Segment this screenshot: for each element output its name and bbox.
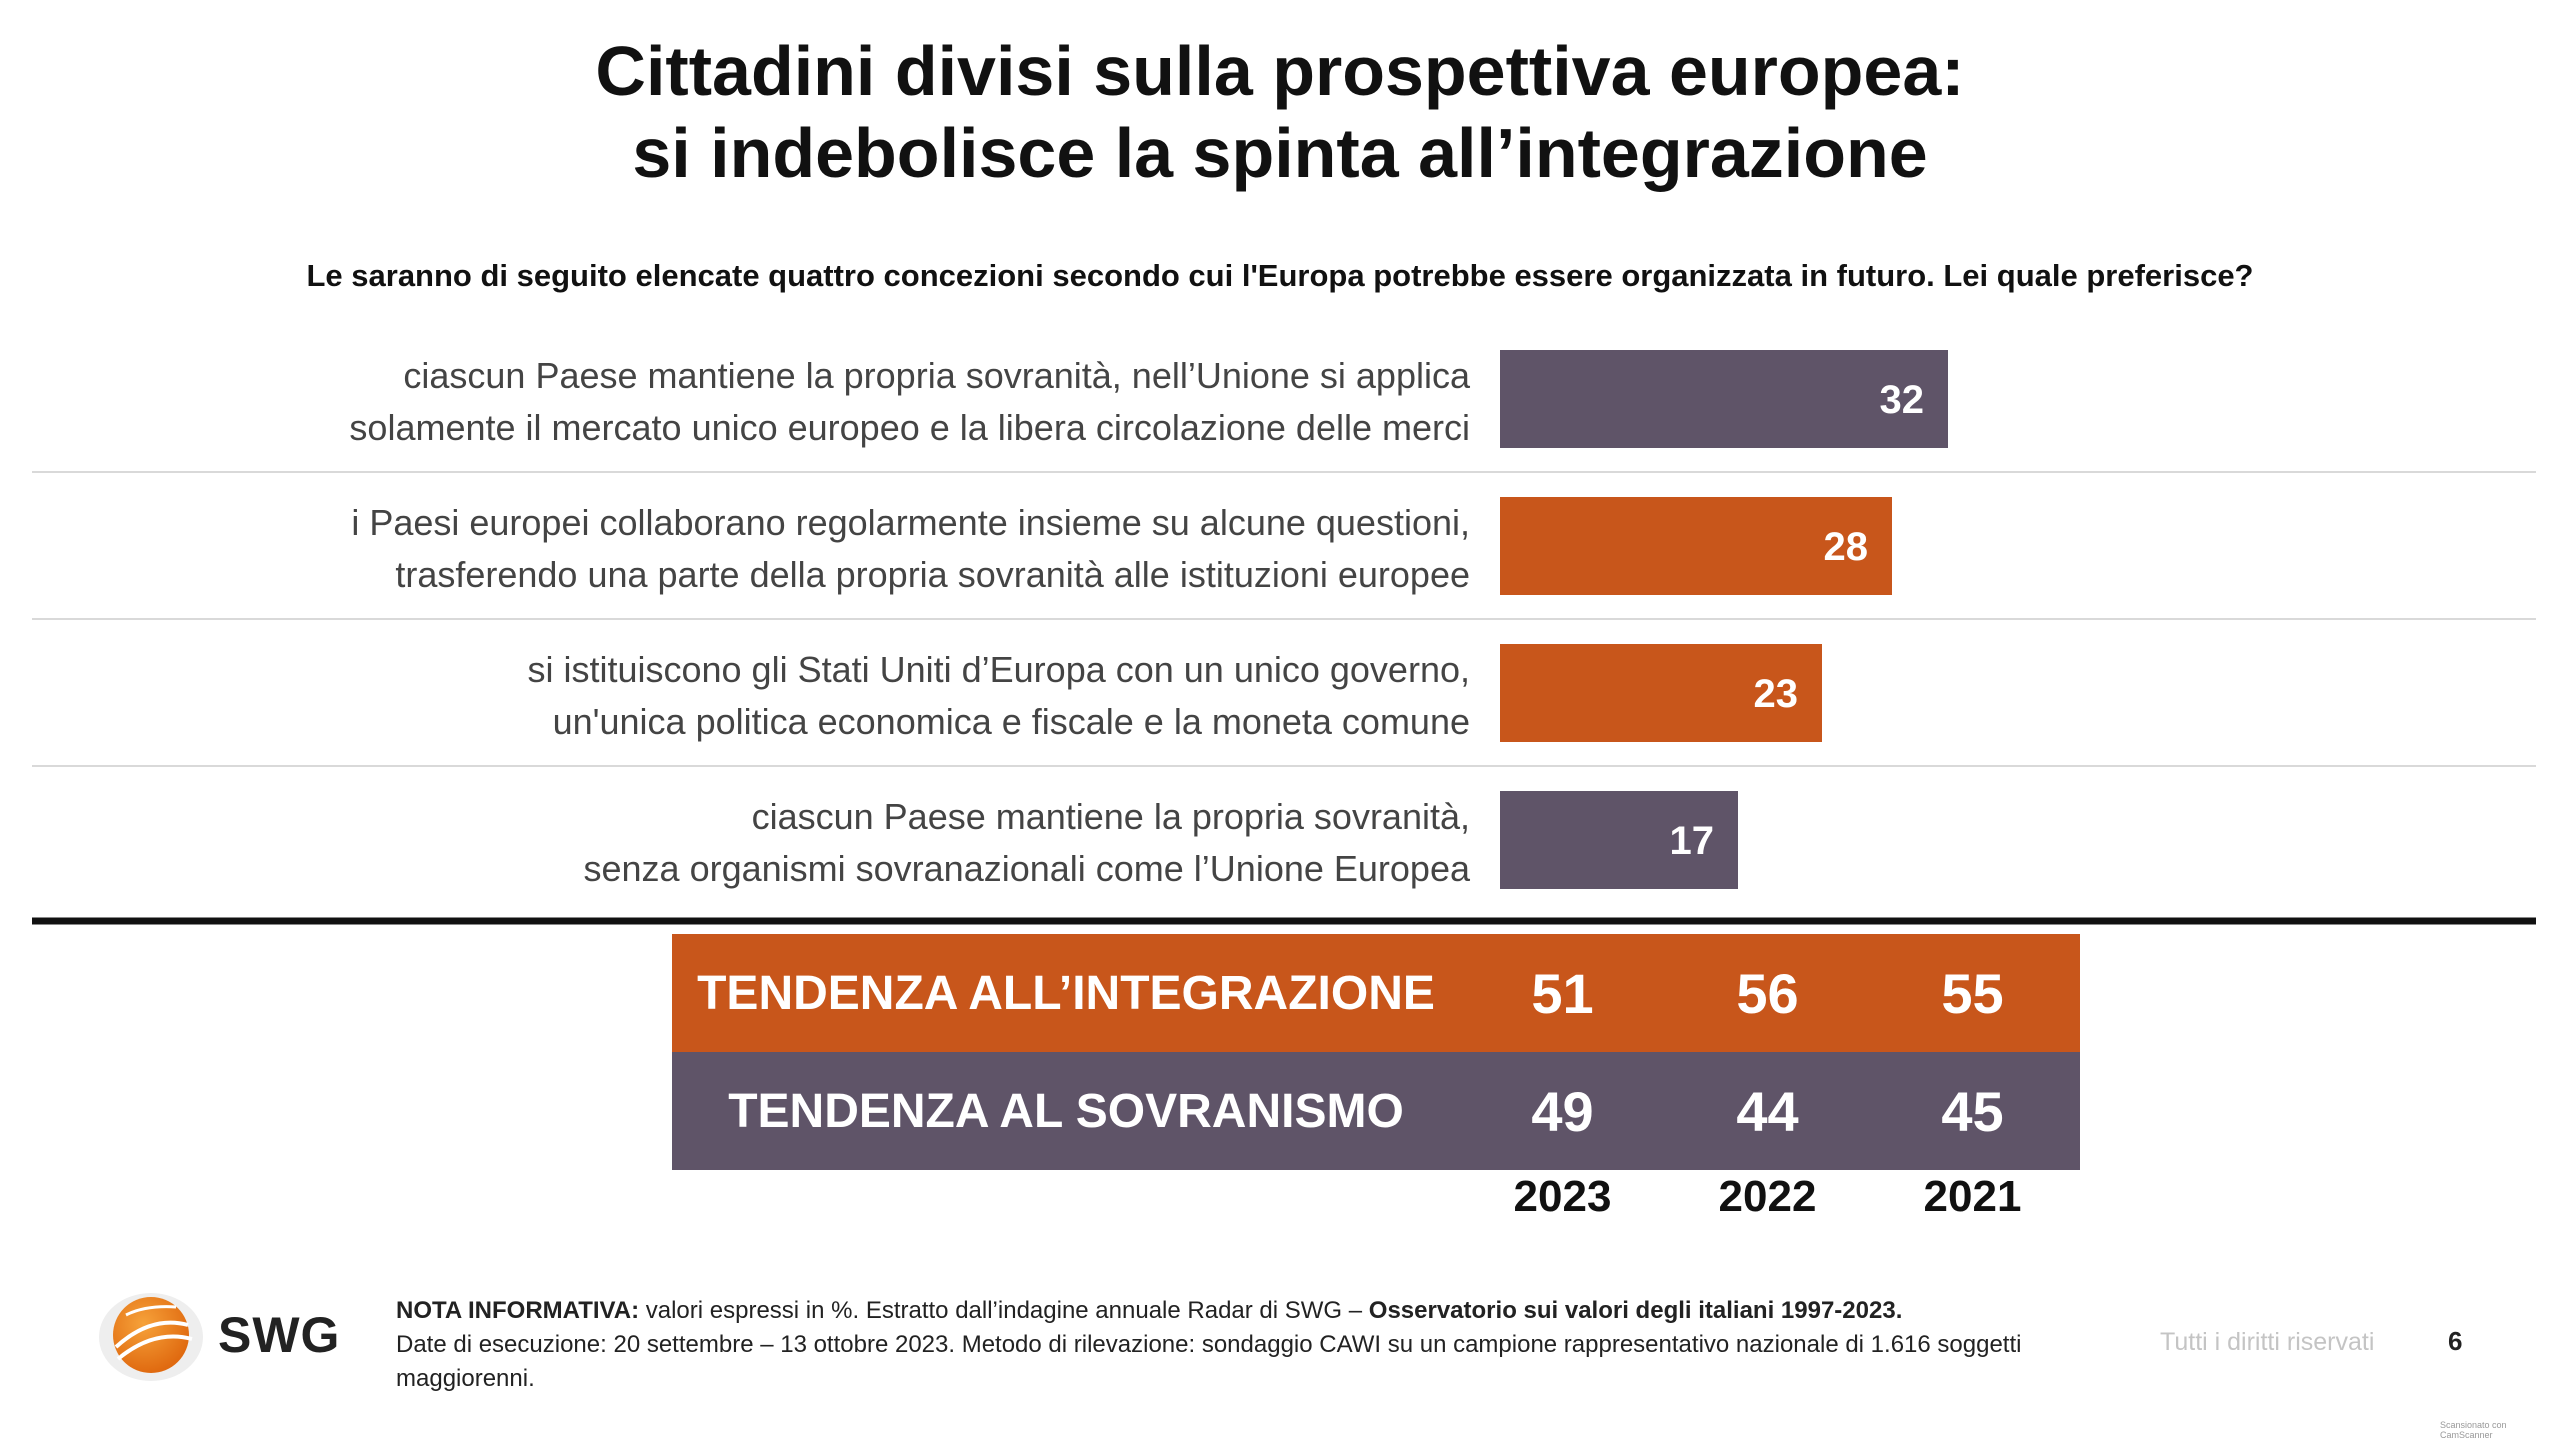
category-label-4-line-1: ciascun Paese mantiene la propria sovran… — [752, 796, 1470, 837]
year-header: 2023 2022 2021 — [1460, 1172, 2075, 1222]
title-line-2: si indebolisce la spinta all’integrazion… — [632, 114, 1928, 192]
survey-question: Le saranno di seguito elencate quattro c… — [306, 258, 2254, 293]
scanner-watermark: Scansionato con CamScanner — [2440, 1420, 2507, 1440]
category-label-4-line-2: senza organismi sovranazionali come l’Un… — [584, 848, 1471, 889]
category-label-2-line-2: trasferendo una parte della propria sovr… — [395, 554, 1470, 595]
bar-value-label-1: 32 — [1880, 378, 1925, 422]
globe-icon — [99, 1293, 203, 1381]
bar-2 — [1500, 497, 1892, 595]
summary-value-sovranismo-2023: 49 — [1531, 1079, 1594, 1143]
summary-row-sovranismo: TENDENZA AL SOVRANISMO 49 44 45 — [672, 1052, 2080, 1170]
info-note: NOTA INFORMATIVA: valori espressi in %. … — [396, 1294, 2076, 1396]
category-label-1-line-1: ciascun Paese mantiene la propria sovran… — [403, 355, 1471, 396]
summary-label-integrazione: TENDENZA ALL’INTEGRAZIONE — [697, 966, 1435, 1020]
bar-1 — [1500, 350, 1948, 448]
category-label-3-line-1: si istituiscono gli Stati Uniti d’Europa… — [527, 649, 1470, 690]
summary-value-sovranismo-2021: 45 — [1941, 1079, 2004, 1143]
page-number: 6 — [2448, 1326, 2463, 1356]
category-label-1-line-2: solamente il mercato unico europeo e la … — [349, 407, 1470, 448]
title-line-1: Cittadini divisi sulla prospettiva europ… — [595, 32, 1965, 110]
summary-value-integrazione-2022: 56 — [1736, 961, 1799, 1025]
summary-value-integrazione-2021: 55 — [1941, 961, 2004, 1025]
summary-row-integrazione: TENDENZA ALL’INTEGRAZIONE 51 56 55 — [672, 934, 2080, 1052]
rights-text: Tutti i diritti riservati — [2160, 1328, 2375, 1356]
bar-chart: 32 ciascun Paese mantiene la propria sovr… — [32, 350, 2536, 925]
summary-value-integrazione-2023: 51 — [1531, 961, 1594, 1025]
note-heading: NOTA INFORMATIVA: — [396, 1297, 640, 1324]
category-label-2-line-1: i Paesi europei collaborano regolarmente… — [351, 502, 1470, 543]
bar-value-label-3: 23 — [1754, 672, 1799, 716]
note-text-2: Date di esecuzione: 20 settembre – 13 ot… — [396, 1331, 2022, 1392]
note-text-1: valori espressi in %. Estratto dall’inda… — [639, 1297, 1369, 1324]
year-2021: 2021 — [1923, 1172, 2022, 1221]
swg-logo: SWG — [96, 1285, 340, 1385]
year-2023: 2023 — [1513, 1172, 1612, 1221]
summary-table: TENDENZA ALL’INTEGRAZIONE 51 56 55 TENDE… — [672, 934, 2080, 1170]
page-title: Cittadini divisi sulla prospettiva europ… — [0, 30, 2560, 194]
note-source: Osservatorio sui valori degli italiani 1… — [1368, 1297, 1903, 1324]
category-label-3-line-2: un'unica politica economica e fiscale e … — [553, 701, 1470, 742]
year-2022: 2022 — [1718, 1172, 1817, 1221]
logo-text: SWG — [218, 1307, 341, 1363]
bar-value-label-2: 28 — [1824, 525, 1869, 569]
bar-4 — [1500, 791, 1738, 889]
summary-label-sovranismo: TENDENZA AL SOVRANISMO — [728, 1084, 1404, 1138]
bar-3 — [1500, 644, 1822, 742]
summary-value-sovranismo-2022: 44 — [1736, 1079, 1799, 1143]
bar-value-label-4: 17 — [1670, 819, 1715, 863]
